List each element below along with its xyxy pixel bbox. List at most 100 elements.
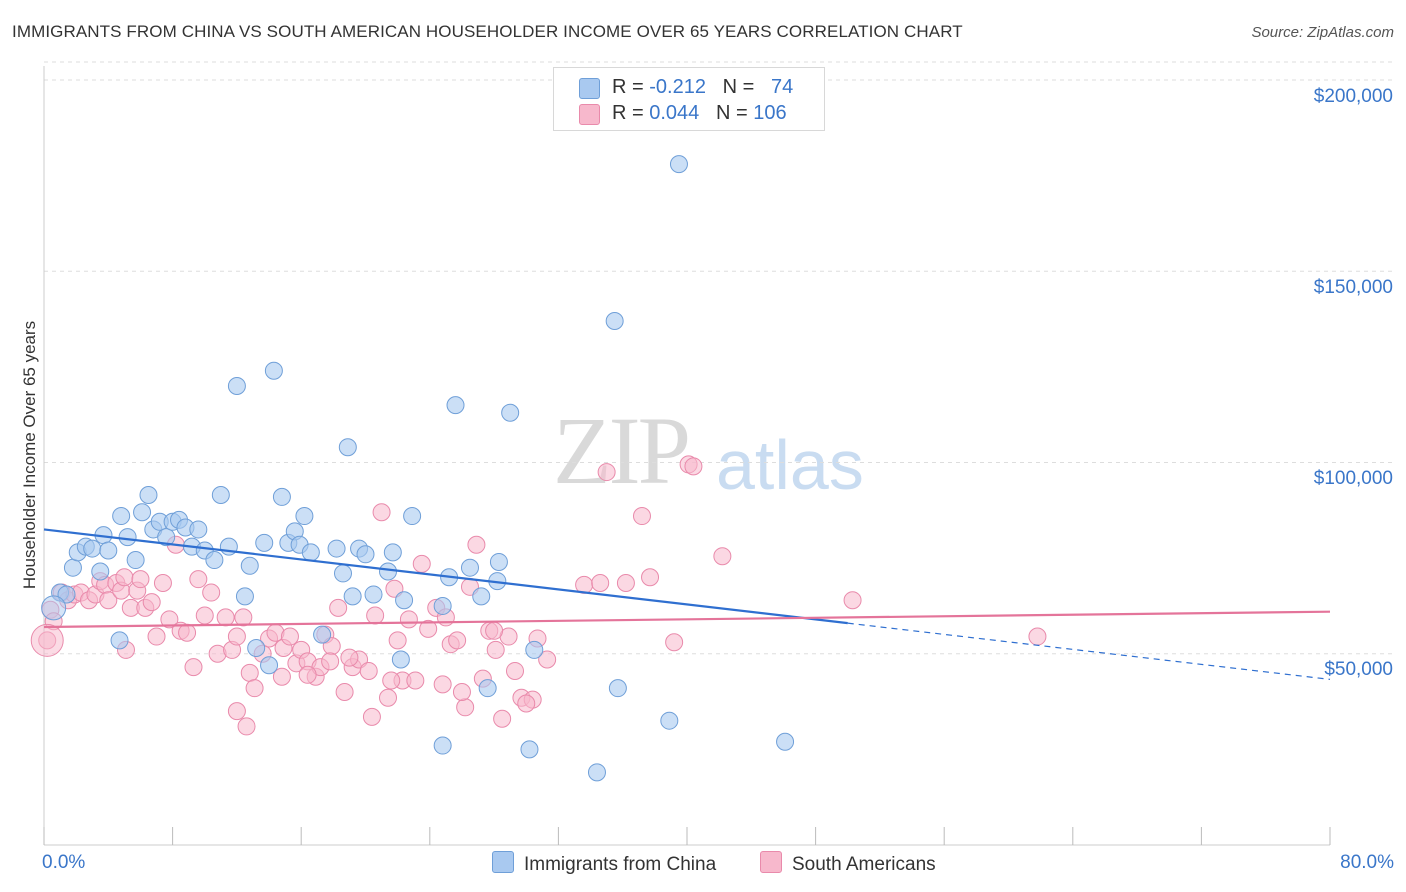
data-point-china xyxy=(227,377,246,395)
data-point-south-americans xyxy=(406,671,425,690)
legend-stats-china: R = -0.212 N = 74 xyxy=(612,76,794,98)
data-point-china xyxy=(587,763,606,782)
data-point-south-americans xyxy=(616,573,635,592)
legend-item-china: Immigrants from China xyxy=(492,851,716,876)
data-point-south-americans xyxy=(632,507,651,526)
data-point-south-americans xyxy=(1028,627,1047,646)
trend-line-south-americans xyxy=(43,610,1331,629)
data-point-china xyxy=(356,545,375,564)
data-point-china xyxy=(460,558,479,577)
legend-stats-south-americans: R = 0.044 N = 106 xyxy=(612,102,787,124)
y-tick-label-50000: $50,000 xyxy=(1324,659,1393,680)
data-point-china xyxy=(110,631,129,650)
axes xyxy=(43,66,1331,846)
data-point-south-americans xyxy=(335,683,354,701)
data-point-south-americans xyxy=(591,573,610,592)
data-point-china xyxy=(433,736,452,755)
data-point-china xyxy=(327,539,346,558)
data-point-south-americans xyxy=(245,679,264,698)
x-tick-label-min: 0.0% xyxy=(42,852,86,873)
data-point-south-americans xyxy=(385,579,404,598)
data-point-south-americans xyxy=(227,702,246,721)
data-point-south-americans xyxy=(382,671,401,690)
data-point-south-americans xyxy=(362,707,381,726)
data-point-south-americans xyxy=(340,648,359,667)
data-point-south-americans xyxy=(399,610,418,629)
trend-line-china-extension xyxy=(847,622,1331,680)
data-point-south-americans xyxy=(379,688,398,707)
data-point-china xyxy=(364,585,383,604)
data-point-china xyxy=(605,311,624,330)
data-point-china xyxy=(211,486,230,505)
y-axis-label: Householder Income Over 65 years xyxy=(20,320,39,590)
data-point-south-americans xyxy=(234,608,253,627)
chart-title: IMMIGRANTS FROM CHINA VS SOUTH AMERICAN … xyxy=(12,22,963,41)
legend-bottom-label-south-americans: South Americans xyxy=(792,854,936,875)
data-point-south-americans xyxy=(665,633,684,652)
data-point-china xyxy=(139,486,158,505)
data-point-china xyxy=(118,528,137,547)
data-point-south-americans xyxy=(115,568,134,587)
data-point-south-americans xyxy=(272,667,291,686)
data-point-south-americans xyxy=(240,663,259,682)
data-point-south-americans xyxy=(452,683,471,701)
data-point-south-americans xyxy=(202,583,221,602)
data-point-south-americans xyxy=(486,640,505,659)
data-point-china xyxy=(235,587,254,606)
data-point-south-americans xyxy=(184,658,203,677)
data-point-china xyxy=(403,507,422,526)
data-point-china xyxy=(395,591,414,610)
data-point-china xyxy=(99,541,118,560)
data-point-south-americans xyxy=(227,627,246,646)
y-tick-label-100000: $100,000 xyxy=(1313,468,1393,489)
x-tick-label-max: 80.0% xyxy=(1340,852,1394,873)
data-point-china xyxy=(205,551,224,570)
data-point-south-americans xyxy=(493,709,512,728)
y-tick-label-200000: $200,000 xyxy=(1313,86,1393,107)
data-point-south-americans xyxy=(153,573,172,592)
data-point-china xyxy=(272,487,291,506)
data-point-south-americans xyxy=(195,606,214,625)
data-point-china xyxy=(525,640,544,659)
data-point-south-americans xyxy=(419,619,438,638)
data-point-south-americans xyxy=(597,463,616,482)
watermark-zip: ZIP xyxy=(553,397,691,504)
data-point-south-americans xyxy=(142,593,161,612)
data-point-china xyxy=(189,520,208,539)
data-point-china xyxy=(126,551,145,570)
data-point-china xyxy=(333,564,352,583)
data-point-south-americans xyxy=(216,608,235,627)
data-point-china xyxy=(520,740,539,759)
legend-swatch-south-americans xyxy=(579,104,600,125)
data-point-south-americans xyxy=(517,694,536,713)
data-point-south-americans xyxy=(388,631,407,650)
data-point-china xyxy=(472,587,491,606)
data-point-south-americans xyxy=(684,457,703,476)
data-point-china xyxy=(478,679,497,698)
legend-item-south-americans: South Americans xyxy=(760,851,936,876)
data-point-china xyxy=(112,507,131,526)
data-point-south-americans xyxy=(505,661,524,680)
data-point-china xyxy=(489,552,508,571)
data-point-china xyxy=(391,650,410,669)
data-point-china xyxy=(608,679,627,698)
data-point-south-americans-large xyxy=(30,623,64,657)
data-point-china xyxy=(660,711,679,730)
data-point-china xyxy=(63,558,82,577)
data-point-china xyxy=(379,562,398,581)
data-point-china xyxy=(260,656,279,675)
data-point-south-americans xyxy=(359,661,378,680)
data-point-south-americans xyxy=(641,568,660,587)
correlation-legend: R = -0.212 N = 74 R = 0.044 N = 106 xyxy=(553,67,825,131)
watermark-atlas: atlas xyxy=(716,426,864,504)
legend-bottom-swatch-south-americans xyxy=(760,851,782,873)
legend-swatch-china xyxy=(579,78,600,99)
data-point-south-americans xyxy=(412,554,431,573)
data-point-south-americans xyxy=(131,570,150,589)
data-point-china xyxy=(295,507,314,526)
data-point-south-americans xyxy=(467,535,486,554)
data-point-china xyxy=(669,155,688,174)
data-point-south-americans xyxy=(280,627,299,646)
data-point-south-americans xyxy=(160,610,179,629)
